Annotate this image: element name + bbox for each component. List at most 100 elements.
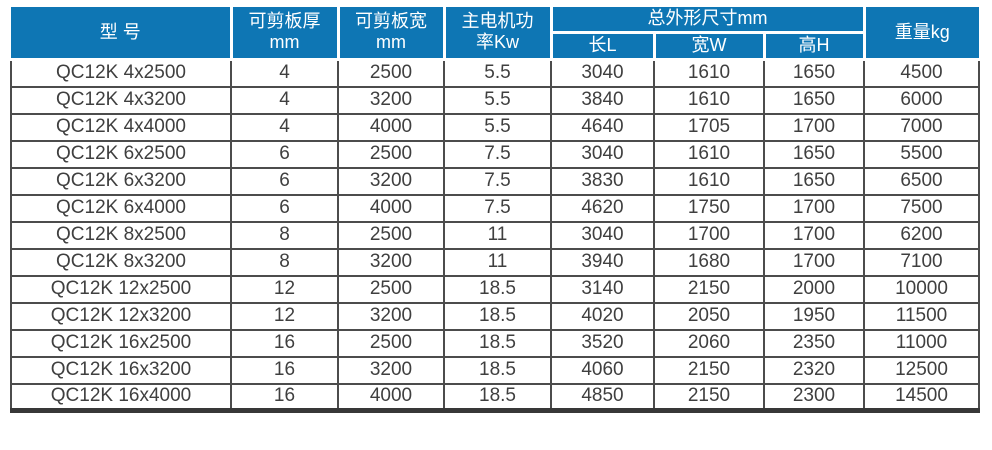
value-cell: 7000 bbox=[863, 112, 980, 142]
value-cell: 6200 bbox=[863, 220, 980, 250]
value-cell: 12 bbox=[230, 274, 339, 304]
col-header-width-line1: 可剪板宽 bbox=[355, 11, 427, 31]
value-cell: 3200 bbox=[337, 85, 445, 115]
value-cell: 2350 bbox=[763, 328, 865, 358]
value-cell: 6500 bbox=[863, 166, 980, 196]
table-row: QC12K 6x2500 6 2500 7.5 3040 1610 1650 5500 bbox=[10, 139, 980, 169]
model-cell: QC12K 8x2500 bbox=[10, 220, 232, 250]
value-cell: 7.5 bbox=[443, 193, 552, 223]
value-cell: 5.5 bbox=[443, 112, 552, 142]
value-cell: 8 bbox=[230, 220, 339, 250]
value-cell: 1610 bbox=[653, 85, 765, 115]
value-cell: 3840 bbox=[550, 85, 655, 115]
value-cell: 3200 bbox=[337, 355, 445, 385]
value-cell: 1650 bbox=[763, 139, 865, 169]
value-cell: 2060 bbox=[653, 328, 765, 358]
table-row: QC12K 16x2500 16 2500 18.5 3520 2060 2350 11000 bbox=[10, 328, 980, 358]
value-cell: 2300 bbox=[763, 382, 865, 413]
value-cell: 18.5 bbox=[443, 355, 552, 385]
value-cell: 7100 bbox=[863, 247, 980, 277]
model-cell: QC12K 4x3200 bbox=[10, 85, 232, 115]
value-cell: 1650 bbox=[763, 85, 865, 115]
value-cell: 12500 bbox=[863, 355, 980, 385]
value-cell: 3520 bbox=[550, 328, 655, 358]
value-cell: 16 bbox=[230, 355, 339, 385]
table-row: QC12K 4x2500 4 2500 5.5 3040 1610 1650 4500 bbox=[10, 59, 980, 88]
value-cell: 12 bbox=[230, 301, 339, 331]
col-header-thickness-line1: 可剪板厚 bbox=[248, 11, 321, 31]
value-cell: 1700 bbox=[763, 112, 865, 142]
value-cell: 4000 bbox=[337, 382, 445, 413]
value-cell: 2150 bbox=[653, 382, 765, 413]
col-header-power: 主电机功 率Kw bbox=[442, 7, 553, 61]
value-cell: 2320 bbox=[763, 355, 865, 385]
value-cell: 1700 bbox=[763, 193, 865, 223]
value-cell: 2500 bbox=[337, 59, 445, 88]
value-cell: 8 bbox=[230, 247, 339, 277]
value-cell: 10000 bbox=[863, 274, 980, 304]
col-header-power-line1: 主电机功 bbox=[461, 11, 534, 31]
value-cell: 1950 bbox=[763, 301, 865, 331]
value-cell: 4 bbox=[230, 112, 339, 142]
value-cell: 3200 bbox=[337, 247, 445, 277]
value-cell: 4640 bbox=[550, 112, 655, 142]
value-cell: 3830 bbox=[550, 166, 655, 196]
value-cell: 18.5 bbox=[443, 382, 552, 413]
value-cell: 11500 bbox=[863, 301, 980, 331]
value-cell: 2500 bbox=[337, 139, 445, 169]
spec-table: 型 号 可剪板厚 mm 可剪板宽 mm 主电机功 率Kw 总外形尺寸mm 重量k… bbox=[10, 7, 980, 413]
value-cell: 7500 bbox=[863, 193, 980, 223]
value-cell: 5.5 bbox=[443, 59, 552, 88]
table-row: QC12K 4x3200 4 3200 5.5 3840 1610 1650 6000 bbox=[10, 85, 980, 115]
value-cell: 1610 bbox=[653, 139, 765, 169]
value-cell: 16 bbox=[230, 328, 339, 358]
value-cell: 2500 bbox=[337, 274, 445, 304]
value-cell: 4 bbox=[230, 85, 339, 115]
value-cell: 14500 bbox=[863, 382, 980, 413]
value-cell: 1750 bbox=[653, 193, 765, 223]
table-row: QC12K 12x3200 12 3200 18.5 4020 2050 1950 11500 bbox=[10, 301, 980, 331]
value-cell: 6 bbox=[230, 193, 339, 223]
table-row: QC12K 6x3200 6 3200 7.5 3830 1610 1650 6500 bbox=[10, 166, 980, 196]
value-cell: 1705 bbox=[653, 112, 765, 142]
col-header-length: 长L bbox=[549, 31, 656, 61]
table-row: QC12K 16x3200 16 3200 18.5 4060 2150 2320 12500 bbox=[10, 355, 980, 385]
value-cell: 3200 bbox=[337, 166, 445, 196]
model-cell: QC12K 4x4000 bbox=[10, 112, 232, 142]
value-cell: 18.5 bbox=[443, 274, 552, 304]
value-cell: 4000 bbox=[337, 193, 445, 223]
value-cell: 1680 bbox=[653, 247, 765, 277]
col-header-width: 可剪板宽 mm bbox=[336, 7, 446, 61]
value-cell: 3040 bbox=[550, 139, 655, 169]
col-header-dimensions-group: 总外形尺寸mm bbox=[549, 7, 866, 34]
table-row: QC12K 8x3200 8 3200 11 3940 1680 1700 7100 bbox=[10, 247, 980, 277]
value-cell: 16 bbox=[230, 382, 339, 413]
value-cell: 3040 bbox=[550, 59, 655, 88]
model-cell: QC12K 12x2500 bbox=[10, 274, 232, 304]
value-cell: 1610 bbox=[653, 166, 765, 196]
value-cell: 11000 bbox=[863, 328, 980, 358]
value-cell: 18.5 bbox=[443, 301, 552, 331]
value-cell: 6 bbox=[230, 166, 339, 196]
table-row: QC12K 6x4000 6 4000 7.5 4620 1750 1700 7500 bbox=[10, 193, 980, 223]
col-header-width-line2: mm bbox=[376, 32, 406, 52]
model-cell: QC12K 16x2500 bbox=[10, 328, 232, 358]
value-cell: 5.5 bbox=[443, 85, 552, 115]
model-cell: QC12K 6x4000 bbox=[10, 193, 232, 223]
table-row: QC12K 12x2500 12 2500 18.5 3140 2150 2000 10000 bbox=[10, 274, 980, 304]
spec-table-body: QC12K 4x2500 4 2500 5.5 3040 1610 1650 4500 QC12… bbox=[10, 59, 980, 413]
value-cell: 4620 bbox=[550, 193, 655, 223]
model-cell: QC12K 16x4000 bbox=[10, 382, 232, 413]
value-cell: 2150 bbox=[653, 274, 765, 304]
value-cell: 1700 bbox=[763, 220, 865, 250]
value-cell: 1700 bbox=[763, 247, 865, 277]
col-header-weight: 重量kg bbox=[862, 7, 979, 61]
col-header-height: 高H bbox=[762, 31, 866, 61]
value-cell: 4020 bbox=[550, 301, 655, 331]
value-cell: 3140 bbox=[550, 274, 655, 304]
col-header-model: 型 号 bbox=[11, 7, 233, 61]
model-cell: QC12K 4x2500 bbox=[10, 59, 232, 88]
value-cell: 2050 bbox=[653, 301, 765, 331]
value-cell: 7.5 bbox=[443, 139, 552, 169]
